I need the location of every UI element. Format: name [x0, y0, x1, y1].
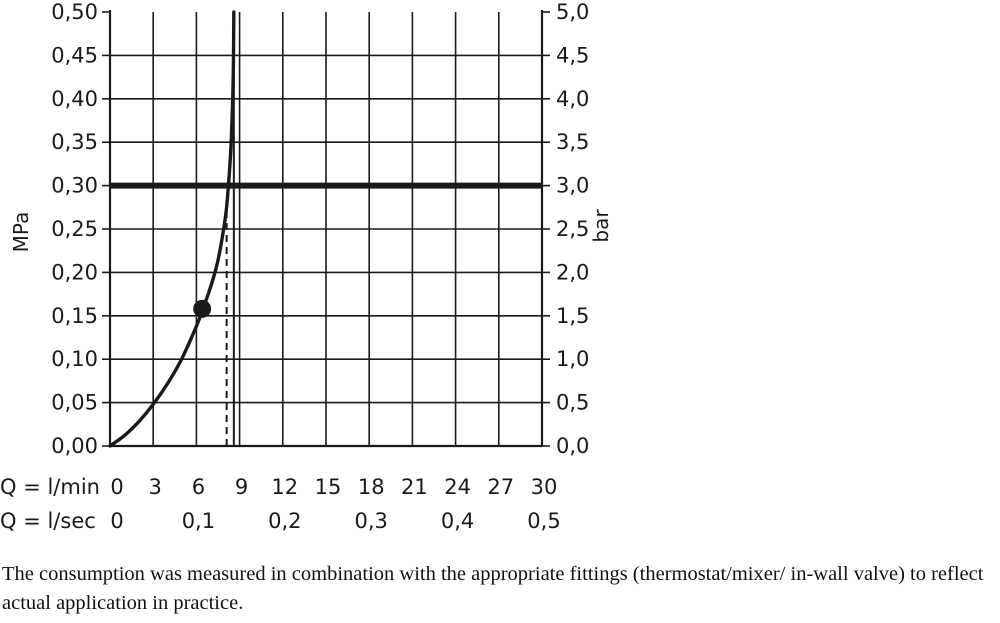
x-tick-label-lmin: 30: [531, 475, 558, 499]
y-tick-label-left: 0,05: [51, 391, 98, 415]
y-axis-label-right: bar: [589, 209, 613, 243]
operating-point-marker: [193, 299, 212, 318]
x-tick-label-lsec: 0,1: [182, 509, 215, 533]
y-tick-label-right: 4,0: [556, 87, 589, 111]
x-tick-label-lsec: 0,5: [527, 509, 560, 533]
y-tick-label-left: 0,30: [51, 174, 98, 198]
x-tick-label-lmin: 9: [235, 475, 248, 499]
y-axis-label-left: MPa: [9, 212, 33, 253]
y-tick-label-right: 3,5: [556, 130, 589, 154]
x-tick-label-lmin: 0: [110, 475, 123, 499]
y-tick-label-left: 0,40: [51, 87, 98, 111]
tick-labels: 0,000,050,100,150,200,250,300,350,400,45…: [51, 0, 589, 533]
chart-caption: The consumption was measured in combinat…: [2, 563, 984, 614]
y-tick-label-left: 0,10: [51, 347, 98, 371]
x-tick-label-lsec: 0,3: [354, 509, 387, 533]
x-tick-label-lmin: 21: [401, 475, 428, 499]
series-layer: [108, 10, 236, 448]
y-tick-label-left: 0,20: [51, 260, 98, 284]
axes: [102, 10, 550, 448]
y-tick-label-left: 0,00: [51, 434, 98, 458]
y-tick-label-right: 0,0: [556, 434, 589, 458]
y-tick-label-right: 1,0: [556, 347, 589, 371]
x-tick-label-lmin: 18: [358, 475, 385, 499]
y-tick-label-right: 1,5: [556, 304, 589, 328]
y-tick-label-right: 3,0: [556, 174, 589, 198]
x-axis-unit-label-lsec: Q = l/sec: [0, 509, 96, 533]
y-tick-label-right: 4,5: [556, 43, 589, 67]
y-tick-label-right: 5,0: [556, 0, 589, 24]
x-tick-label-lsec: 0,2: [268, 509, 301, 533]
y-tick-label-right: 0,5: [556, 391, 589, 415]
x-tick-label-lmin: 12: [271, 475, 298, 499]
y-tick-label-left: 0,15: [51, 304, 98, 328]
y-tick-label-left: 0,25: [51, 217, 98, 241]
x-tick-label-lsec: 0,4: [441, 509, 474, 533]
x-tick-label-lmin: 27: [487, 475, 514, 499]
y-tick-label-left: 0,35: [51, 130, 98, 154]
grid: [110, 12, 542, 446]
y-tick-label-right: 2,5: [556, 217, 589, 241]
pressure-flow-chart: 0,000,050,100,150,200,250,300,350,400,45…: [0, 0, 613, 533]
y-tick-label-left: 0,45: [51, 43, 98, 67]
x-tick-label-lmin: 15: [315, 475, 342, 499]
x-tick-label-lmin: 24: [444, 475, 471, 499]
x-tick-label-lsec: 0: [110, 509, 123, 533]
y-tick-label-right: 2,0: [556, 260, 589, 284]
y-tick-label-left: 0,50: [51, 0, 98, 24]
x-axis-unit-label-lmin: Q = l/min: [0, 475, 100, 499]
x-tick-label-lmin: 6: [192, 475, 205, 499]
x-tick-label-lmin: 3: [149, 475, 162, 499]
